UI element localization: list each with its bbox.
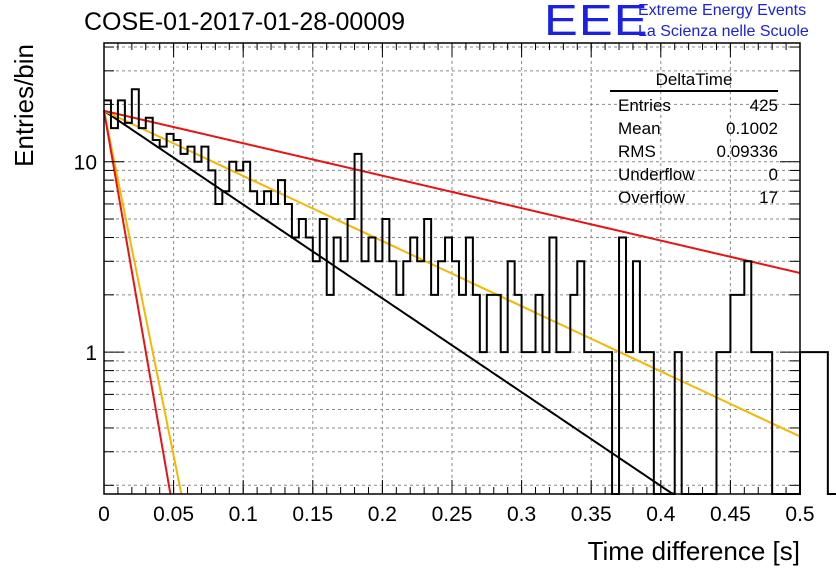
chart-title: COSE-01-2017-01-28-00009	[84, 8, 406, 36]
eee-logo: EEE	[544, 0, 649, 45]
eee-brand: EEE Extreme Energy Events La Scienza nel…	[544, 0, 836, 44]
x-tick-label: 0.2	[368, 503, 397, 526]
histogram-steps	[104, 88, 836, 495]
fit-curve-2	[103, 109, 801, 274]
stats-value: 0	[768, 165, 778, 184]
brand-line-1: Extreme Energy Events	[638, 2, 807, 19]
x-tick-label: 0.3	[507, 503, 536, 526]
x-axis-title: Time difference [s]	[588, 536, 800, 566]
fit-curves	[103, 109, 801, 495]
stats-label: RMS	[618, 142, 656, 161]
fit-curve-0	[103, 109, 676, 495]
stats-title: DeltaTime	[610, 70, 778, 92]
stats-value: 0.1002	[726, 119, 778, 138]
x-tick-label: 0.4	[646, 503, 676, 526]
fit-curve-4	[103, 110, 172, 495]
stats-value: 17	[759, 188, 778, 207]
x-tick-label: 0.05	[153, 503, 194, 526]
fit-curve-3	[103, 110, 183, 495]
grid-lines	[104, 43, 800, 494]
y-tick-label: 1	[85, 342, 97, 365]
stats-label: Entries	[618, 96, 671, 115]
x-tick-labels: 0 0.05 0.1 0.15 0.2 0.25 0.3 0.35 0.4 0.45 0.5	[98, 503, 814, 526]
x-tick-label: 0.45	[710, 503, 751, 526]
brand-line-2: La Scienza nelle Scuole	[638, 23, 809, 40]
stats-value: 425	[749, 96, 778, 115]
x-tick-label: 0.15	[292, 503, 333, 526]
x-tick-label: 0.25	[432, 503, 473, 526]
stats-row-entries: Entries 425	[610, 94, 778, 117]
stats-label: Mean	[618, 119, 661, 138]
stats-value: 0.09336	[716, 142, 778, 161]
stats-row-underflow: Underflow 0	[610, 163, 778, 186]
x-tick-label: 0.5	[785, 503, 814, 526]
x-tick-label: 0	[98, 503, 110, 526]
fit-curve-1	[103, 109, 801, 438]
stats-row-mean: Mean 0.1002	[610, 117, 778, 140]
stats-box: DeltaTime Entries 425 Mean 0.1002 RMS 0.093…	[610, 70, 778, 209]
stats-row-overflow: Overflow 17	[610, 186, 778, 209]
stats-row-rms: RMS 0.09336	[610, 140, 778, 163]
y-tick-labels: 1 10	[74, 152, 97, 365]
y-axis-title: Entries/bin	[9, 44, 39, 167]
x-tick-label: 0.1	[229, 503, 258, 526]
x-tick-label: 0.35	[571, 503, 612, 526]
stats-label: Underflow	[618, 165, 695, 184]
stats-label: Overflow	[618, 188, 686, 207]
axis-ticks	[103, 43, 801, 494]
y-tick-label: 10	[74, 152, 97, 175]
